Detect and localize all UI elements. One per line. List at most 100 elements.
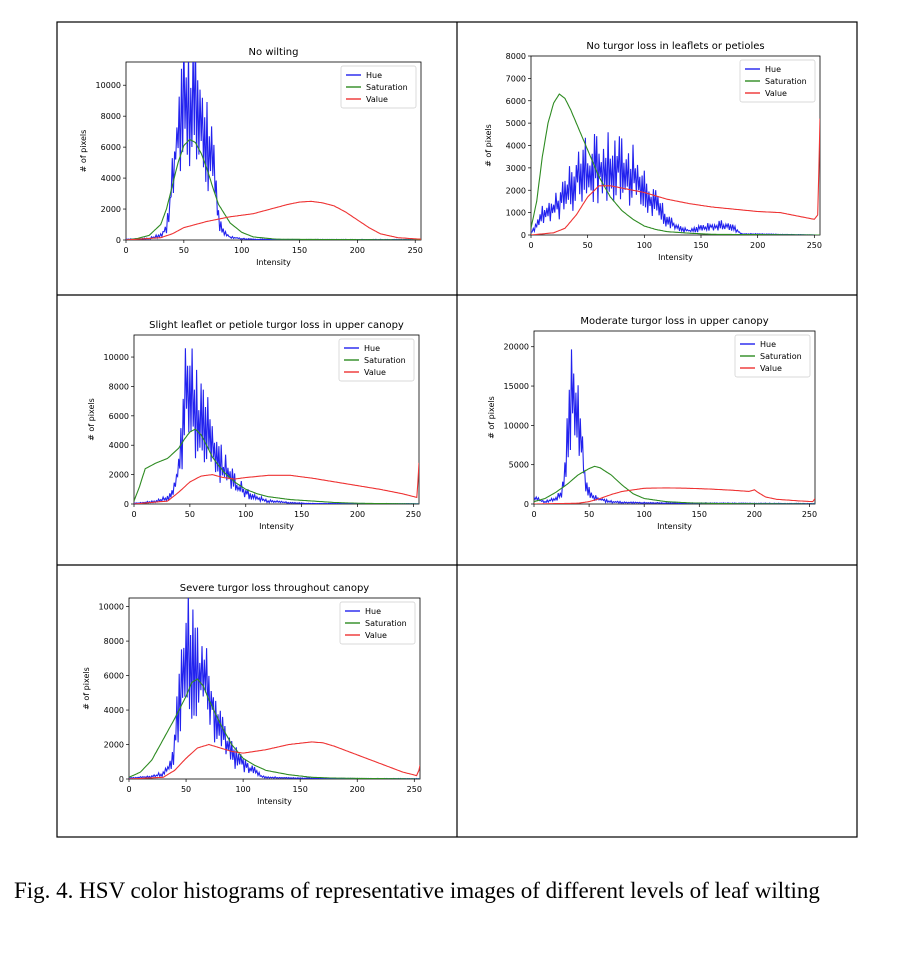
legend-label-value: Value (765, 89, 787, 98)
y-tick-label: 10000 (104, 353, 129, 362)
x-tick-label: 150 (293, 785, 308, 794)
legend-label-saturation: Saturation (365, 619, 407, 628)
y-tick-label: 6000 (104, 672, 124, 681)
y-tick-label: 6000 (109, 412, 129, 421)
y-tick-label: 8000 (101, 112, 121, 121)
series-line-saturation (126, 138, 421, 240)
x-tick-label: 200 (747, 510, 762, 519)
y-tick-label: 8000 (104, 637, 124, 646)
legend-label-saturation: Saturation (760, 352, 802, 361)
legend-label-saturation: Saturation (366, 83, 408, 92)
legend: Hue Saturation Value (739, 59, 816, 103)
series-line-value (531, 118, 820, 235)
legend-label-hue: Hue (365, 607, 381, 616)
x-tick-label: 0 (528, 241, 533, 250)
y-tick-label: 10000 (96, 81, 121, 90)
series-line-saturation (134, 428, 419, 504)
y-tick-label: 4000 (506, 142, 526, 151)
x-axis-label: Intensity (657, 522, 692, 531)
y-axis-label: # of pixels (487, 396, 496, 439)
x-tick-label: 250 (406, 510, 421, 519)
chart-title: Slight leaflet or petiole turgor loss in… (149, 320, 404, 331)
series-line-value (129, 741, 420, 779)
series-line-value (134, 462, 419, 504)
x-tick-label: 100 (637, 510, 652, 519)
series-line-value (534, 487, 815, 504)
series-line-saturation (531, 93, 820, 235)
legend: Hue Saturation Value (338, 338, 415, 382)
figure-caption: Fig. 4. HSV color histograms of represen… (14, 878, 820, 903)
x-tick-label: 0 (123, 246, 128, 255)
x-tick-label: 250 (408, 246, 423, 255)
y-tick-label: 6000 (506, 97, 526, 106)
x-axis-label: Intensity (658, 253, 693, 262)
y-tick-label: 1000 (506, 209, 526, 218)
legend-box (339, 601, 416, 645)
legend: Hue Saturation Value (340, 65, 417, 109)
y-tick-label: 7000 (506, 74, 526, 83)
y-axis-label: # of pixels (484, 124, 493, 167)
x-tick-label: 50 (181, 785, 191, 794)
legend-box (734, 334, 811, 378)
legend-label-hue: Hue (366, 71, 382, 80)
legend: Hue Saturation Value (734, 334, 811, 378)
legend-label-hue: Hue (760, 340, 776, 349)
y-axis-label: # of pixels (82, 667, 91, 710)
chart-3: Slight leaflet or petiole turgor loss in… (87, 320, 421, 531)
x-tick-label: 150 (693, 241, 708, 250)
chart-title: No turgor loss in leaflets or petioles (586, 41, 764, 52)
x-tick-label: 50 (179, 246, 189, 255)
x-tick-label: 100 (238, 510, 253, 519)
legend-label-value: Value (364, 368, 386, 377)
x-axis-label: Intensity (256, 258, 291, 267)
x-tick-label: 100 (637, 241, 652, 250)
chart-title: No wilting (249, 47, 299, 58)
legend: Hue Saturation Value (339, 601, 416, 645)
x-tick-label: 100 (235, 785, 250, 794)
x-tick-label: 0 (531, 510, 536, 519)
y-tick-label: 0 (119, 775, 124, 784)
x-tick-label: 200 (350, 246, 365, 255)
x-tick-label: 200 (350, 785, 365, 794)
x-tick-label: 200 (750, 241, 765, 250)
x-tick-label: 50 (584, 510, 594, 519)
y-tick-label: 0 (124, 500, 129, 509)
y-tick-label: 5000 (506, 119, 526, 128)
legend-label-hue: Hue (364, 344, 380, 353)
y-tick-label: 20000 (504, 343, 529, 352)
chart-title: Severe turgor loss throughout canopy (180, 583, 370, 594)
x-axis-label: Intensity (259, 522, 294, 531)
x-tick-label: 150 (292, 246, 307, 255)
x-tick-label: 250 (807, 241, 822, 250)
x-tick-label: 100 (234, 246, 249, 255)
chart-5: Severe turgor loss throughout canopy 0 50 1… (82, 583, 422, 806)
legend-label-value: Value (366, 95, 388, 104)
legend-label-hue: Hue (765, 65, 781, 74)
legend-box (739, 59, 816, 103)
legend-label-value: Value (365, 631, 387, 640)
y-tick-label: 4000 (109, 441, 129, 450)
y-tick-label: 4000 (104, 706, 124, 715)
y-tick-label: 2000 (101, 205, 121, 214)
x-tick-label: 200 (350, 510, 365, 519)
chart-1: No wilting 0 50 100 150 200 250 0 2000 4000 6000 80… (79, 47, 423, 267)
chart-2: No turgor loss in leaflets or petioles 0 5… (484, 41, 822, 262)
x-tick-label: 50 (185, 510, 195, 519)
y-tick-label: 8000 (109, 382, 129, 391)
y-tick-label: 0 (524, 500, 529, 509)
x-tick-label: 250 (802, 510, 817, 519)
x-tick-label: 150 (294, 510, 309, 519)
x-tick-label: 250 (407, 785, 422, 794)
legend-label-saturation: Saturation (364, 356, 406, 365)
y-tick-label: 3000 (506, 164, 526, 173)
y-tick-label: 5000 (509, 461, 529, 470)
y-tick-label: 10000 (99, 603, 124, 612)
legend-box (340, 65, 417, 109)
y-tick-label: 8000 (506, 52, 526, 61)
y-tick-label: 15000 (504, 382, 529, 391)
x-axis-label: Intensity (257, 797, 292, 806)
x-tick-label: 50 (583, 241, 593, 250)
y-tick-label: 2000 (104, 741, 124, 750)
series-line-saturation (129, 678, 420, 779)
